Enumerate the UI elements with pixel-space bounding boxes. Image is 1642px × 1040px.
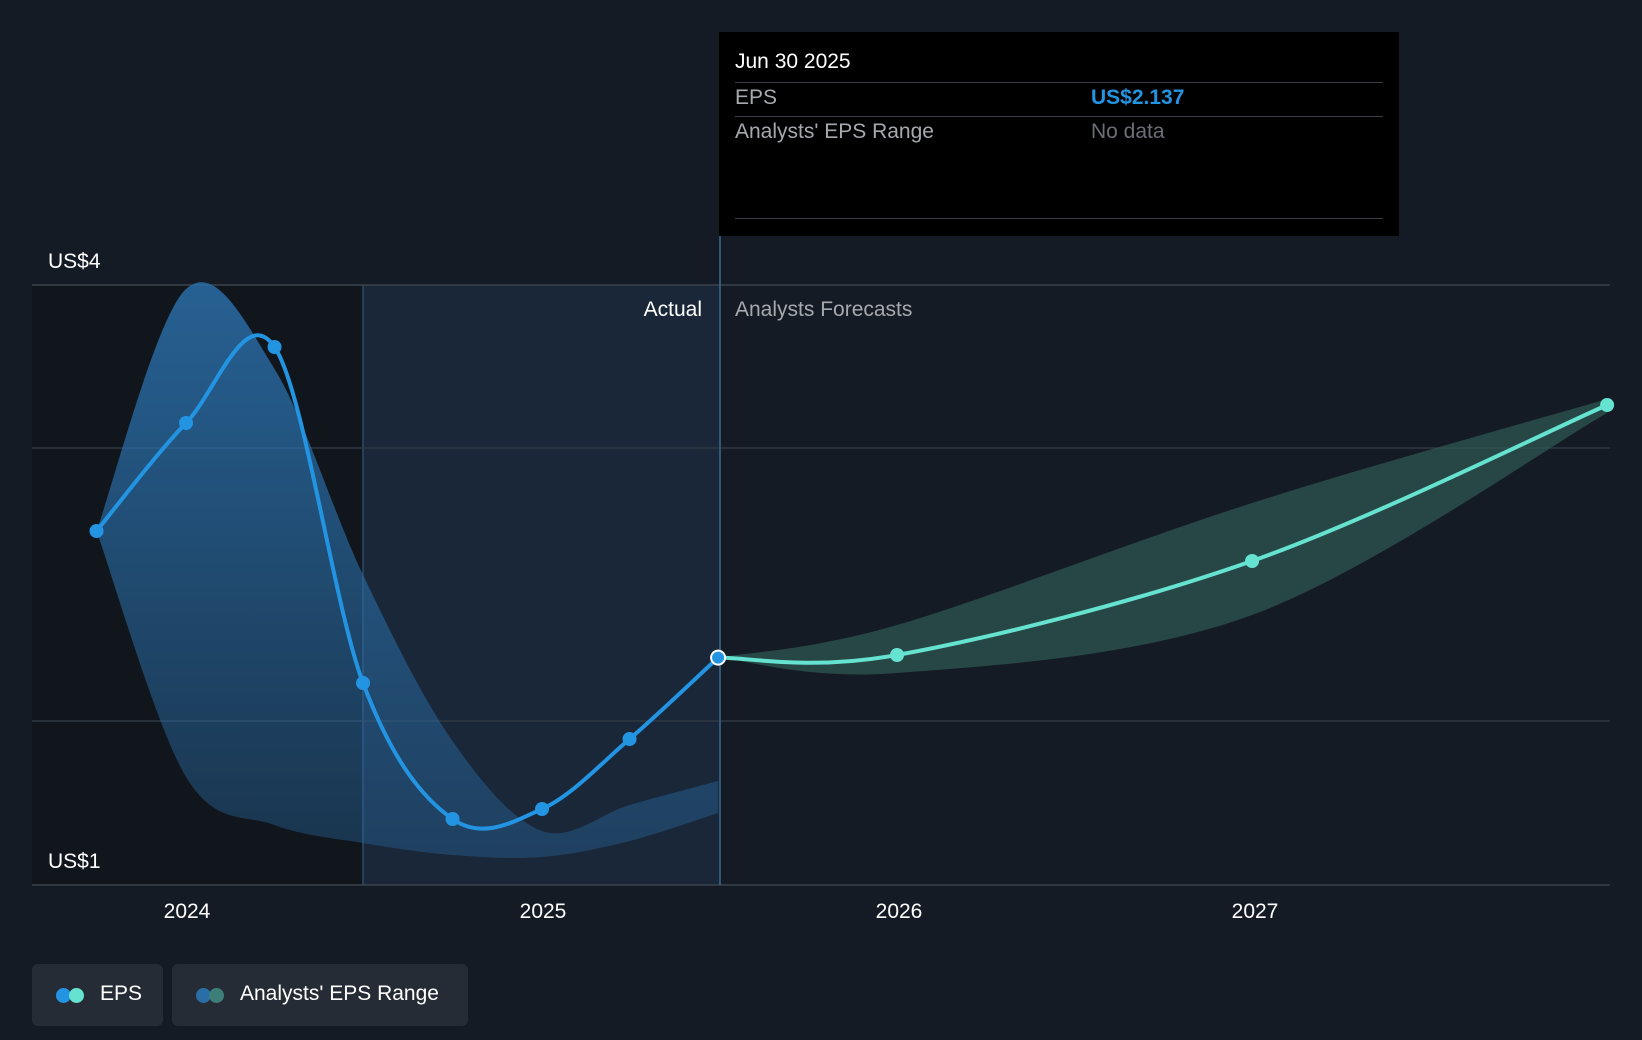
x-tick-2026: 2026 — [876, 900, 923, 923]
hover-tooltip: Jun 30 2025 EPS US$2.137 Analysts' EPS R… — [719, 32, 1399, 236]
eps-point-actual[interactable] — [89, 524, 104, 538]
eps-point-forecast[interactable] — [1245, 554, 1260, 568]
eps-point-forecast[interactable] — [890, 648, 905, 662]
tooltip-eps-value: US$2.137 — [1091, 86, 1185, 109]
eps-point-actual[interactable] — [535, 802, 550, 816]
x-tick-2027: 2027 — [1232, 900, 1279, 923]
x-tick-2024: 2024 — [164, 900, 211, 923]
eps-point-actual[interactable] — [356, 676, 371, 690]
eps-forecast-dot-icon — [69, 988, 84, 1003]
y-axis-min-label: US$1 — [48, 850, 101, 873]
eps-point-actual[interactable] — [445, 812, 460, 826]
x-tick-2025: 2025 — [520, 900, 567, 923]
legend-eps-button[interactable]: EPS — [32, 964, 163, 1026]
eps-line-forecast — [716, 403, 1610, 665]
range-bands — [96, 282, 1608, 859]
eps-point-highlighted[interactable] — [710, 649, 727, 666]
legend-eps-label: EPS — [100, 982, 143, 1005]
y-axis-max-label: US$4 — [48, 250, 101, 273]
eps-point-forecast[interactable] — [1600, 398, 1615, 412]
eps-points — [89, 340, 1615, 826]
eps-lines — [94, 333, 1610, 831]
actual-section-label: Actual — [644, 298, 702, 321]
tooltip-range-value: No data — [1091, 120, 1165, 143]
range-forecast-dot-icon — [209, 988, 224, 1003]
legend-range-label: Analysts' EPS Range — [240, 982, 439, 1005]
range-band-past — [96, 282, 719, 859]
tooltip-eps-label: EPS — [735, 86, 778, 109]
eps-point-actual[interactable] — [622, 732, 637, 746]
forecast-section-label: Analysts Forecasts — [735, 298, 912, 321]
range-past-dot-icon — [196, 988, 211, 1003]
tooltip-divider — [735, 218, 1383, 219]
legend-range-button[interactable]: Analysts' EPS Range — [172, 964, 468, 1026]
tooltip-divider — [735, 82, 1383, 83]
eps-line-actual — [94, 333, 721, 831]
tooltip-range-label: Analysts' EPS Range — [735, 120, 934, 143]
range-band-forecast — [718, 399, 1608, 675]
eps-actual-dot-icon — [56, 988, 71, 1003]
eps-point-actual[interactable] — [267, 340, 282, 354]
tooltip-date: Jun 30 2025 — [735, 50, 851, 73]
eps-point-actual[interactable] — [179, 416, 194, 430]
tooltip-divider — [735, 116, 1383, 117]
